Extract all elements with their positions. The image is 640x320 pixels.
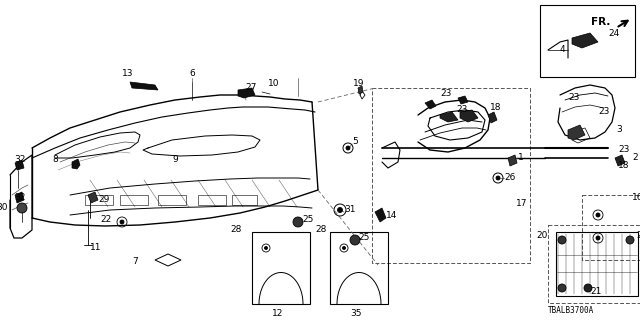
Polygon shape <box>72 159 80 169</box>
Text: 2: 2 <box>632 154 637 163</box>
Bar <box>198 195 226 205</box>
Bar <box>540 5 635 77</box>
Text: 7: 7 <box>132 258 138 267</box>
Polygon shape <box>458 96 468 104</box>
Polygon shape <box>568 125 585 140</box>
Text: 28: 28 <box>230 226 242 235</box>
Bar <box>556 232 638 296</box>
Text: 23: 23 <box>598 108 609 116</box>
Text: 23: 23 <box>440 90 452 99</box>
Text: 31: 31 <box>344 205 355 214</box>
Bar <box>232 195 257 205</box>
Text: 23: 23 <box>618 146 629 155</box>
Text: 24: 24 <box>609 28 620 37</box>
Text: 26: 26 <box>504 172 515 181</box>
Circle shape <box>264 246 268 250</box>
Text: 9: 9 <box>172 156 178 164</box>
Circle shape <box>342 246 346 250</box>
Polygon shape <box>238 88 255 98</box>
Circle shape <box>17 203 27 213</box>
Text: 1: 1 <box>518 154 524 163</box>
Text: 10: 10 <box>268 79 280 89</box>
Text: 35: 35 <box>350 309 362 318</box>
Bar <box>85 195 113 205</box>
Text: 27: 27 <box>245 83 257 92</box>
Text: 18: 18 <box>618 161 630 170</box>
Text: 8: 8 <box>52 156 58 164</box>
Bar <box>548 225 640 303</box>
Circle shape <box>558 236 566 244</box>
Text: 20: 20 <box>536 231 548 241</box>
Circle shape <box>584 284 592 292</box>
Text: 12: 12 <box>272 309 284 318</box>
Text: 29: 29 <box>98 196 109 204</box>
Circle shape <box>596 213 600 217</box>
Text: 30: 30 <box>0 204 8 212</box>
Circle shape <box>293 217 303 227</box>
Text: 14: 14 <box>386 211 397 220</box>
Text: 17: 17 <box>516 198 527 207</box>
Text: 13: 13 <box>122 69 134 78</box>
Text: 19: 19 <box>353 78 365 87</box>
Text: 32: 32 <box>15 194 26 203</box>
Text: 23: 23 <box>456 106 468 115</box>
Text: 32: 32 <box>15 156 26 164</box>
Text: 20: 20 <box>636 231 640 241</box>
Bar <box>120 195 148 205</box>
Polygon shape <box>460 110 478 122</box>
Text: TBALB3700A: TBALB3700A <box>548 306 595 315</box>
Text: 11: 11 <box>90 244 102 252</box>
Circle shape <box>350 235 360 245</box>
Polygon shape <box>15 160 24 170</box>
Circle shape <box>496 176 500 180</box>
Circle shape <box>596 236 600 240</box>
Bar <box>372 88 530 263</box>
Text: 16: 16 <box>632 194 640 203</box>
Text: 25: 25 <box>358 234 369 243</box>
Text: 6: 6 <box>189 69 195 78</box>
Polygon shape <box>425 100 436 109</box>
Text: 21: 21 <box>590 287 602 297</box>
Circle shape <box>346 146 350 150</box>
Text: 22: 22 <box>100 215 111 225</box>
Circle shape <box>120 220 124 224</box>
Text: 18: 18 <box>490 103 502 113</box>
Text: 4: 4 <box>560 45 566 54</box>
Circle shape <box>558 284 566 292</box>
Polygon shape <box>440 112 458 122</box>
Text: 3: 3 <box>616 125 621 134</box>
Polygon shape <box>88 192 98 203</box>
Polygon shape <box>375 208 386 222</box>
Bar <box>330 232 388 304</box>
Bar <box>252 232 310 304</box>
Polygon shape <box>615 155 625 166</box>
Polygon shape <box>358 86 363 94</box>
Circle shape <box>626 236 634 244</box>
Polygon shape <box>15 192 24 203</box>
Text: 23: 23 <box>568 93 580 102</box>
Text: FR.: FR. <box>591 17 610 27</box>
Text: 5: 5 <box>352 138 358 147</box>
Text: 28: 28 <box>316 226 327 235</box>
Text: 25: 25 <box>302 215 314 225</box>
Bar <box>158 195 186 205</box>
Polygon shape <box>572 33 598 48</box>
Bar <box>582 195 640 260</box>
Circle shape <box>337 207 342 212</box>
Polygon shape <box>508 155 517 166</box>
Polygon shape <box>488 112 497 123</box>
Polygon shape <box>130 82 158 90</box>
